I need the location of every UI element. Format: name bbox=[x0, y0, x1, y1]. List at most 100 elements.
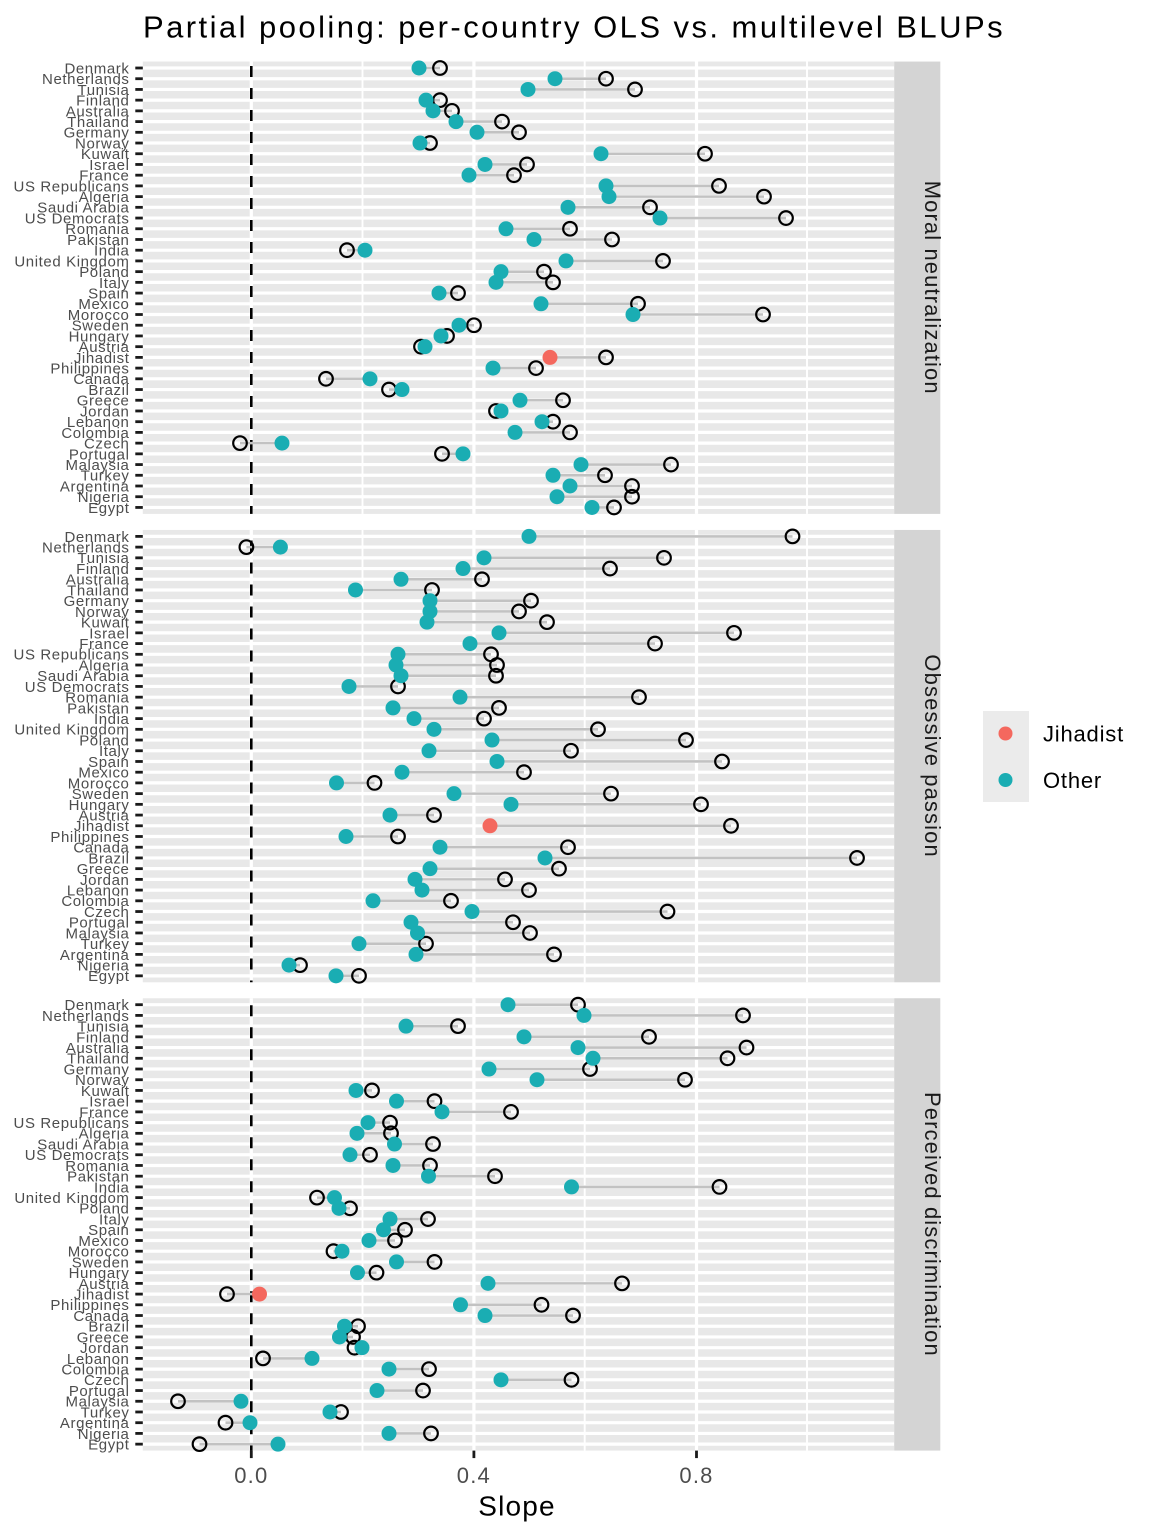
svg-text:Thailand: Thailand bbox=[67, 582, 129, 599]
svg-text:United Kingdom: United Kingdom bbox=[14, 253, 129, 270]
svg-text:Thailand: Thailand bbox=[67, 114, 129, 131]
svg-text:Brazil: Brazil bbox=[88, 382, 129, 399]
svg-text:France: France bbox=[79, 168, 129, 185]
svg-text:US Republicans: US Republicans bbox=[14, 647, 130, 664]
svg-text:Sweden: Sweden bbox=[72, 318, 130, 335]
svg-text:Argentina: Argentina bbox=[60, 1415, 130, 1432]
svg-text:Brazil: Brazil bbox=[88, 850, 129, 867]
svg-text:Poland: Poland bbox=[79, 264, 129, 281]
svg-text:Thailand: Thailand bbox=[67, 1051, 129, 1068]
svg-text:Denmark: Denmark bbox=[64, 529, 129, 546]
svg-text:Austria: Austria bbox=[79, 339, 130, 356]
svg-text:Brazil: Brazil bbox=[88, 1319, 129, 1336]
svg-text:Spain: Spain bbox=[88, 1222, 129, 1239]
svg-text:Algeria: Algeria bbox=[79, 1126, 130, 1143]
svg-text:US Republicans: US Republicans bbox=[14, 1115, 130, 1132]
svg-text:Portugal: Portugal bbox=[69, 915, 130, 932]
svg-text:Jihadist: Jihadist bbox=[74, 1286, 130, 1303]
svg-text:Norway: Norway bbox=[75, 604, 129, 621]
svg-text:Denmark: Denmark bbox=[64, 997, 129, 1014]
svg-text:Kuwait: Kuwait bbox=[81, 1083, 130, 1100]
svg-text:Austria: Austria bbox=[79, 1276, 130, 1293]
svg-text:Canada: Canada bbox=[73, 1308, 129, 1325]
svg-text:Jihadist: Jihadist bbox=[74, 350, 130, 367]
svg-text:Lebanon: Lebanon bbox=[67, 414, 130, 431]
svg-text:Turkey: Turkey bbox=[81, 936, 130, 953]
svg-text:Argentina: Argentina bbox=[60, 478, 130, 495]
svg-text:Saudi Arabia: Saudi Arabia bbox=[37, 200, 129, 217]
svg-text:Kuwait: Kuwait bbox=[81, 615, 130, 632]
svg-text:Moral neutralization: Moral neutralization bbox=[920, 181, 945, 395]
svg-text:Italy: Italy bbox=[99, 743, 130, 760]
svg-text:Austria: Austria bbox=[79, 807, 130, 824]
svg-text:Romania: Romania bbox=[65, 690, 129, 707]
svg-text:Saudi Arabia: Saudi Arabia bbox=[37, 1136, 129, 1153]
svg-text:Tunisia: Tunisia bbox=[78, 1019, 130, 1036]
svg-text:Malaysia: Malaysia bbox=[66, 925, 130, 942]
svg-text:Malaysia: Malaysia bbox=[66, 1394, 130, 1411]
svg-text:Egypt: Egypt bbox=[88, 968, 130, 985]
svg-text:Nigeria: Nigeria bbox=[78, 958, 130, 975]
svg-text:Turkey: Turkey bbox=[81, 468, 130, 485]
svg-text:Hungary: Hungary bbox=[69, 328, 130, 345]
svg-text:Italy: Italy bbox=[99, 275, 130, 292]
svg-text:Obsessive passion: Obsessive passion bbox=[920, 654, 945, 857]
svg-text:Portugal: Portugal bbox=[69, 446, 130, 463]
svg-text:Kuwait: Kuwait bbox=[81, 146, 130, 163]
svg-text:Tunisia: Tunisia bbox=[78, 82, 130, 99]
svg-text:Jihadist: Jihadist bbox=[1043, 722, 1124, 747]
svg-text:0.4: 0.4 bbox=[457, 1463, 491, 1488]
svg-text:Algeria: Algeria bbox=[79, 657, 130, 674]
svg-text:Partial pooling: per-country O: Partial pooling: per-country OLS vs. mul… bbox=[143, 10, 1005, 45]
svg-text:Lebanon: Lebanon bbox=[67, 882, 130, 899]
svg-text:Malaysia: Malaysia bbox=[66, 457, 130, 474]
svg-text:Perceived discrimination: Perceived discrimination bbox=[920, 1092, 945, 1357]
svg-text:Pakistan: Pakistan bbox=[67, 700, 129, 717]
svg-text:Finland: Finland bbox=[76, 561, 129, 578]
svg-text:Egypt: Egypt bbox=[88, 1437, 130, 1454]
svg-text:Tunisia: Tunisia bbox=[78, 550, 130, 567]
svg-text:Israel: Israel bbox=[89, 157, 129, 174]
svg-text:Lebanon: Lebanon bbox=[67, 1351, 130, 1368]
svg-text:Jordan: Jordan bbox=[80, 872, 129, 889]
svg-text:Colombia: Colombia bbox=[61, 893, 129, 910]
svg-text:France: France bbox=[79, 1104, 129, 1121]
svg-text:Saudi Arabia: Saudi Arabia bbox=[37, 668, 129, 685]
svg-text:Germany: Germany bbox=[64, 1061, 130, 1078]
svg-text:Morocco: Morocco bbox=[68, 775, 130, 792]
svg-text:Netherlands: Netherlands bbox=[42, 540, 129, 557]
svg-text:Hungary: Hungary bbox=[69, 1265, 130, 1282]
svg-text:Jordan: Jordan bbox=[80, 1340, 129, 1357]
svg-text:Sweden: Sweden bbox=[72, 786, 130, 803]
svg-text:Morocco: Morocco bbox=[68, 307, 130, 324]
svg-text:US Democrats: US Democrats bbox=[25, 679, 130, 696]
svg-text:Philippines: Philippines bbox=[50, 1297, 129, 1314]
svg-text:Australia: Australia bbox=[66, 103, 130, 120]
svg-text:Canada: Canada bbox=[73, 840, 129, 857]
svg-text:0.0: 0.0 bbox=[234, 1463, 268, 1488]
svg-text:Turkey: Turkey bbox=[81, 1404, 130, 1421]
svg-text:US Republicans: US Republicans bbox=[14, 178, 130, 195]
svg-text:Slope: Slope bbox=[478, 1491, 556, 1522]
svg-text:Australia: Australia bbox=[66, 1040, 130, 1057]
svg-text:Finland: Finland bbox=[76, 1029, 129, 1046]
svg-text:Hungary: Hungary bbox=[69, 797, 130, 814]
svg-text:Germany: Germany bbox=[64, 593, 130, 610]
svg-text:Czech: Czech bbox=[84, 436, 130, 453]
svg-text:Algeria: Algeria bbox=[79, 189, 130, 206]
svg-text:India: India bbox=[94, 711, 130, 728]
svg-text:Nigeria: Nigeria bbox=[78, 1426, 130, 1443]
svg-text:Poland: Poland bbox=[79, 732, 129, 749]
svg-text:Morocco: Morocco bbox=[68, 1244, 130, 1261]
svg-text:Egypt: Egypt bbox=[88, 500, 130, 517]
svg-text:Other: Other bbox=[1043, 768, 1102, 793]
svg-text:Norway: Norway bbox=[75, 1072, 129, 1089]
svg-text:Greece: Greece bbox=[77, 861, 130, 878]
svg-text:Romania: Romania bbox=[65, 221, 129, 238]
svg-text:India: India bbox=[94, 243, 130, 260]
svg-text:Colombia: Colombia bbox=[61, 425, 129, 442]
svg-text:Israel: Israel bbox=[89, 625, 129, 642]
svg-text:India: India bbox=[94, 1179, 130, 1196]
svg-text:United Kingdom: United Kingdom bbox=[14, 1190, 129, 1207]
svg-text:Israel: Israel bbox=[89, 1094, 129, 1111]
